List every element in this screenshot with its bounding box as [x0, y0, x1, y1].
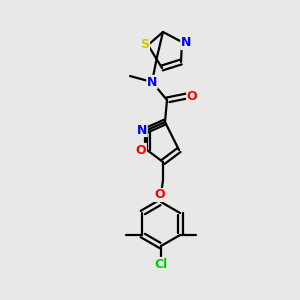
Text: O: O: [187, 89, 197, 103]
Text: O: O: [155, 188, 165, 202]
Text: N: N: [147, 76, 157, 88]
Text: N: N: [137, 124, 147, 136]
Text: N: N: [181, 37, 191, 50]
Text: S: S: [140, 38, 149, 50]
Text: O: O: [136, 143, 146, 157]
Text: Cl: Cl: [154, 257, 168, 271]
